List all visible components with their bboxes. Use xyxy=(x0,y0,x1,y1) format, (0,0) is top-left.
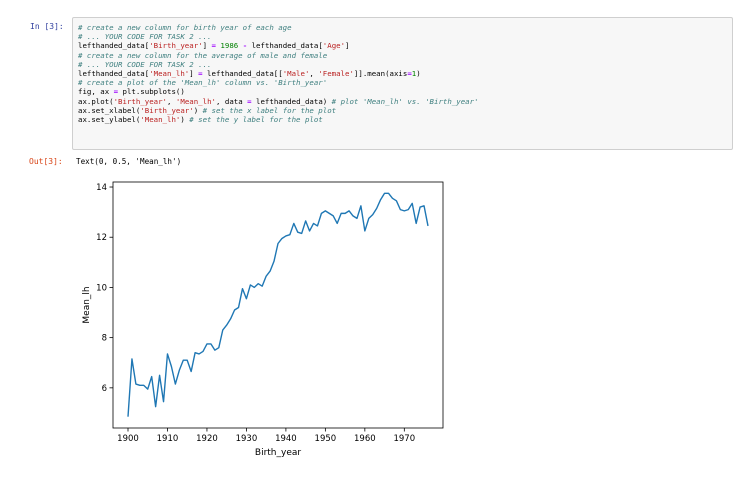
code-token: 'Mean_lh' xyxy=(149,69,190,79)
plot-frame xyxy=(112,181,444,429)
code-line: # ... YOUR CODE FOR TASK 2 ... xyxy=(78,32,212,41)
code-token: 'Age' xyxy=(322,41,346,51)
code-line: lefthanded_data['Mean_lh'] = lefthanded_… xyxy=(78,69,421,78)
code-token: ) xyxy=(180,115,190,125)
y-tick-label: 14 xyxy=(96,183,107,193)
code-token: ) xyxy=(416,69,421,79)
input-prompt: In [3]: xyxy=(30,22,64,31)
code-token: ) xyxy=(193,105,203,115)
code-token: # set the x label for the plot xyxy=(202,105,337,115)
code-token: 1 xyxy=(411,69,417,79)
code-token: lefthanded_data[ xyxy=(247,41,323,51)
code-token: fig, ax xyxy=(78,87,114,97)
code-token: ax.plot( xyxy=(78,96,114,106)
code-token: 'Birth_year' xyxy=(113,96,168,106)
code-token: # set the y label for the plot xyxy=(189,115,323,125)
code-token: - xyxy=(242,41,248,51)
x-tick-label: 1920 xyxy=(196,434,218,444)
code-line: lefthanded_data['Birth_year'] = 1986 - l… xyxy=(78,41,350,50)
code-token: ] xyxy=(202,41,212,51)
output-prompt: Out[3]: xyxy=(29,157,63,166)
code-token: , xyxy=(167,96,176,106)
code-token: 'Mean_lh' xyxy=(140,115,181,125)
code-token: # create a plot of the 'Mean_lh' column … xyxy=(78,78,328,88)
x-tick-label: 1930 xyxy=(236,434,258,444)
x-tick-label: 1900 xyxy=(117,434,139,444)
code-line: ax.plot('Birth_year', 'Mean_lh', data = … xyxy=(78,97,479,106)
code-token: = xyxy=(198,69,203,79)
code-token: = xyxy=(247,96,252,106)
y-tick-label: 12 xyxy=(96,233,107,243)
code-token: 'Female' xyxy=(318,69,354,79)
code-token: ax.set_xlabel( xyxy=(78,105,141,115)
code-line: # ... YOUR CODE FOR TASK 2 ... xyxy=(78,60,212,69)
code-token: lefthanded_data) xyxy=(251,96,332,106)
x-tick-label: 1960 xyxy=(354,434,376,444)
code-token: , xyxy=(309,69,319,79)
y-tick-label: 6 xyxy=(102,384,107,394)
code-line: fig, ax = plt.subplots() xyxy=(78,87,185,96)
x-tick-label: 1910 xyxy=(157,434,179,444)
code-token: = xyxy=(407,69,412,79)
code-token: lefthanded_data[ xyxy=(78,41,150,51)
line-chart: 1900 1910 1920 1930 1940 1950 1960 1970 6 8 10 12 1… xyxy=(82,181,444,458)
code-token: = xyxy=(113,87,119,97)
code-token: plt.subplots() xyxy=(118,87,185,97)
series-line xyxy=(127,192,429,417)
code-token: lefthanded_data[[ xyxy=(202,69,283,79)
code-token: ]].mean(axis xyxy=(353,69,408,79)
code-line: ax.set_xlabel('Birth_year') # set the x … xyxy=(78,106,336,115)
code-token: # create a new column for the average of… xyxy=(78,50,328,60)
y-tick-label: 8 xyxy=(102,334,107,344)
code-line: # create a new column for the average of… xyxy=(78,51,327,60)
x-tick-label: 1950 xyxy=(315,434,337,444)
code-token: 'Mean_lh' xyxy=(175,96,216,106)
scroll-remnant xyxy=(110,0,116,3)
code-cell-input[interactable]: # create a new column for birth year of … xyxy=(72,17,733,150)
output-text: Text(0, 0.5, 'Mean_lh') xyxy=(76,157,182,166)
code-line: ax.set_ylabel('Mean_lh') # set the y lab… xyxy=(78,115,323,124)
code-token: ] xyxy=(345,41,350,51)
x-tick-label: 1970 xyxy=(393,434,415,444)
x-axis-label: Birth_year xyxy=(255,448,301,458)
code-token: 'Male' xyxy=(282,69,310,79)
code-editor[interactable]: # create a new column for birth year of … xyxy=(78,23,479,124)
code-line: # create a plot of the 'Mean_lh' column … xyxy=(78,78,327,87)
code-token: # plot 'Mean_lh' vs. 'Birth_year' xyxy=(331,96,479,106)
code-token: ax.set_ylabel( xyxy=(78,115,141,125)
code-line: # create a new column for birth year of … xyxy=(78,23,292,32)
code-token: ] xyxy=(189,69,199,79)
x-tick-label: 1940 xyxy=(275,434,297,444)
code-token: # ... YOUR CODE FOR TASK 2 ... xyxy=(78,59,212,69)
code-token: 1986 xyxy=(220,41,239,51)
code-token: 'Birth_year' xyxy=(140,105,194,115)
code-token: lefthanded_data[ xyxy=(78,69,150,79)
y-axis-label: Mean_lh xyxy=(82,286,92,323)
code-token: # create a new column for birth year of … xyxy=(78,23,292,32)
code-token: # ... YOUR CODE FOR TASK 2 ... xyxy=(78,32,212,42)
code-token: = xyxy=(211,41,216,51)
code-token: , data xyxy=(215,96,248,106)
code-token: 'Birth_year' xyxy=(149,41,203,51)
y-tick-label: 10 xyxy=(96,283,107,293)
